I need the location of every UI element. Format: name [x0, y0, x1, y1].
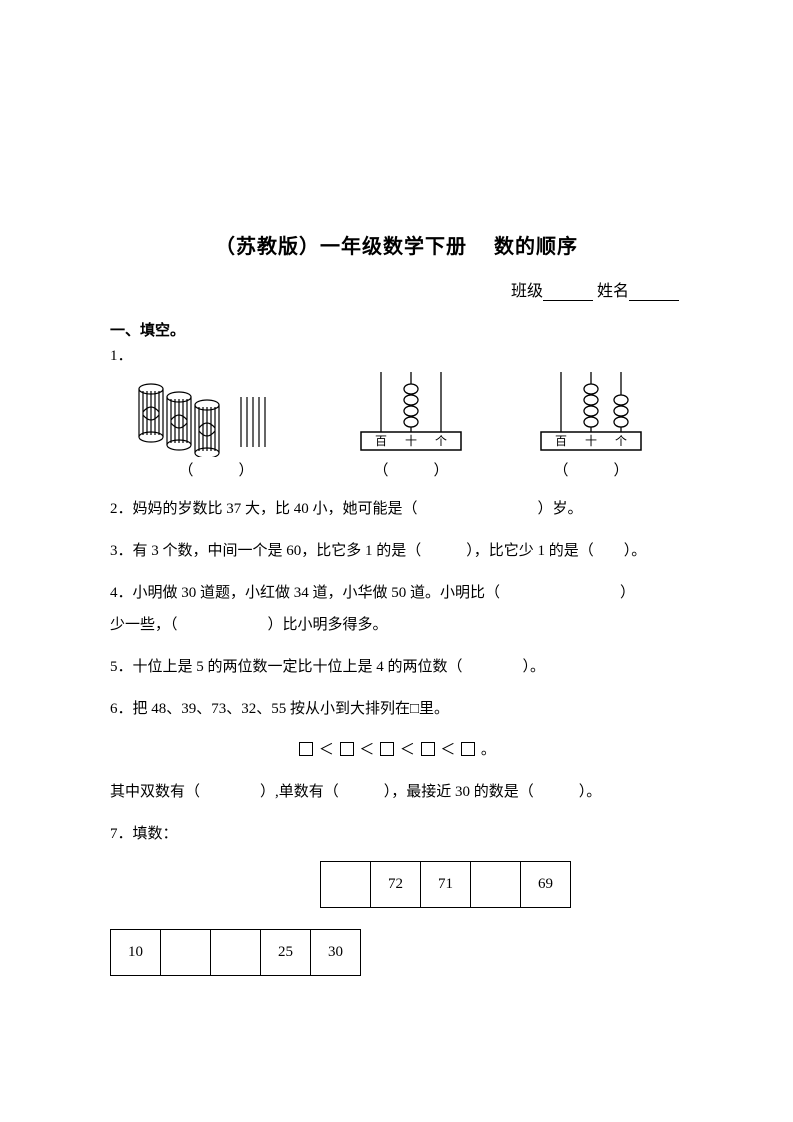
abacus2-ge: 个 — [615, 434, 627, 448]
q1-figures-row: 百 十 个 — [110, 367, 683, 457]
abacus2-shi: 十 — [585, 434, 597, 448]
lt-1: ＜ — [319, 742, 334, 758]
q5: 5．十位上是 5 的两位数一定比十位上是 4 的两位数（ ）。 — [110, 652, 683, 682]
table-bottom-cell-4: 30 — [311, 930, 361, 976]
name-label: 姓名 — [597, 283, 629, 300]
box-2 — [340, 742, 354, 756]
paren-1: （ ） — [126, 459, 306, 480]
q7-tables: 72 71 69 10 25 30 — [110, 861, 683, 991]
abacus1-shi: 十 — [405, 434, 417, 448]
q2: 2．妈妈的岁数比 37 大，比 40 小，她可能是（ ）岁。 — [110, 494, 683, 524]
q3: 3．有 3 个数，中间一个是 60，比它多 1 的是（ ），比它少 1 的是（ … — [110, 536, 683, 566]
table-bottom-cell-1 — [161, 930, 211, 976]
abacus1-ge: 个 — [435, 434, 447, 448]
abacus-1: 百 十 个 — [326, 367, 496, 457]
q4-line1: 4．小明做 30 道题，小红做 34 道，小华做 50 道。小明比（ ） — [110, 578, 683, 608]
table-top-cell-2: 71 — [421, 862, 471, 908]
paren-3: （ ） — [506, 459, 676, 480]
q4-line2: 少一些，（ ）比小明多得多。 — [110, 610, 683, 640]
paren-2: （ ） — [326, 459, 496, 480]
q6: 6．把 48、39、73、32、55 按从小到大排列在□里。 — [110, 694, 683, 724]
table-bottom-cell-2 — [211, 930, 261, 976]
section-1-heading: 一、填空。 — [110, 319, 683, 340]
table-top-cell-3 — [471, 862, 521, 908]
table-top-cell-0 — [321, 862, 371, 908]
table-bottom: 10 25 30 — [110, 929, 361, 976]
page-title: （苏教版）一年级数学下册 数的顺序 — [110, 230, 683, 259]
q7: 7．填数： — [110, 819, 683, 849]
box-1 — [299, 742, 313, 756]
box-3 — [380, 742, 394, 756]
class-blank — [543, 285, 593, 301]
class-label: 班级 — [511, 283, 543, 300]
lt-2: ＜ — [359, 742, 374, 758]
name-blank — [629, 285, 679, 301]
table-top-cell-4: 69 — [521, 862, 571, 908]
lt-3: ＜ — [400, 742, 415, 758]
q6-comparison: ＜ ＜ ＜ ＜ 。 — [110, 738, 683, 759]
abacus-2: 百 十 个 — [506, 367, 676, 457]
bundles-figure — [126, 377, 306, 457]
lt-4: ＜ — [440, 742, 455, 758]
q1-number: 1． — [110, 344, 683, 365]
box-5 — [461, 742, 475, 756]
period: 。 — [481, 742, 496, 758]
abacus2-bai: 百 — [555, 434, 567, 448]
table-bottom-cell-0: 10 — [111, 930, 161, 976]
table-top: 72 71 69 — [320, 861, 571, 908]
table-top-cell-1: 72 — [371, 862, 421, 908]
q1-parentheses-row: （ ） （ ） （ ） — [110, 459, 683, 480]
table-bottom-cell-3: 25 — [261, 930, 311, 976]
q6-extra: 其中双数有（ ）,单数有（ ），最接近 30 的数是（ ）。 — [110, 777, 683, 807]
box-4 — [421, 742, 435, 756]
abacus1-bai: 百 — [375, 434, 387, 448]
class-name-line: 班级 姓名 — [110, 277, 683, 301]
